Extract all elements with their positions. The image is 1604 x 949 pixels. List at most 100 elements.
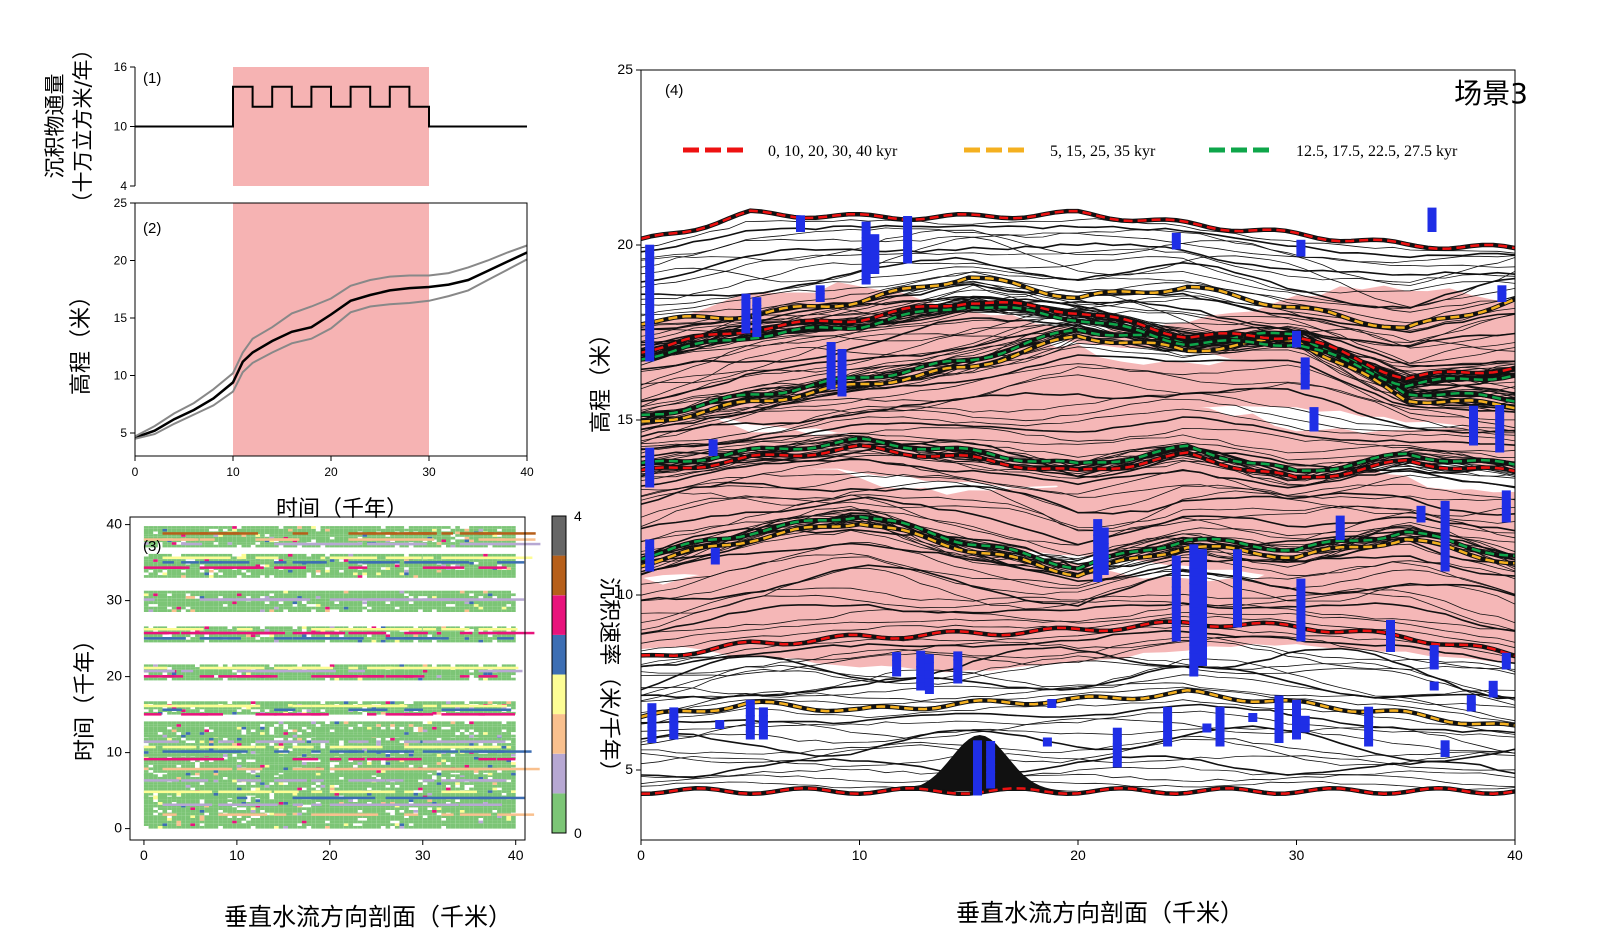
heat-cell [288,823,293,826]
heat-cell [497,807,502,810]
heat-cell [459,770,465,773]
heat-cell [325,792,330,796]
heat-cell [436,596,442,599]
heat-cell [162,802,168,805]
heat-cell [459,672,465,676]
heat-cell [301,626,307,630]
heat-cell [497,790,502,793]
heat-cell [506,593,511,597]
heat-cell [427,743,432,746]
heat-cell [264,784,270,788]
heat-cell [236,764,242,768]
heat-cell [199,740,205,744]
heat-cell [432,756,437,760]
heat-cell [311,748,316,752]
heat-cell [362,724,367,727]
heat-cell [269,672,274,676]
heat-cell [320,774,326,777]
heat-cell [297,787,302,791]
heat-cell [185,709,191,712]
heat-cell [487,799,493,802]
heat-cell [459,743,465,746]
heat-cell [283,606,288,610]
heat-cell [418,751,423,754]
heat-cell [441,787,446,791]
heat-cell [329,664,335,668]
heat-cell [483,593,488,597]
heat-cell [176,677,182,681]
heat-cell [171,634,177,638]
heat-cell [404,596,409,599]
heat-cell [153,724,158,727]
heat-cell [432,812,437,816]
heat-cell [511,721,516,725]
heat-cell [432,787,437,791]
heat-cell [390,634,395,638]
heat-cell [436,825,442,829]
heat-cell [190,664,195,668]
heat-cell [232,726,237,730]
heat-cell [385,812,391,816]
heat-cell [157,795,163,799]
heat-cell [222,748,228,752]
heat-cell [506,639,511,643]
heat-cell [436,606,442,610]
heat-cell [459,737,465,741]
heat-cell [171,776,177,780]
heat-cell [171,818,177,821]
heat-cell [190,818,195,821]
heat-cell [385,724,391,727]
heat-cell [195,604,200,607]
heat-cell [376,721,381,725]
heat-cell [501,745,507,749]
heat-cell [478,823,484,826]
heat-cell [339,825,344,829]
heat-cell [306,820,312,824]
heat-cell [311,677,316,681]
heat-cell [492,701,498,704]
heat-cell [269,745,274,749]
heat-cell [320,823,326,826]
heat-cell [385,604,391,607]
heat-cell [204,774,209,777]
heat-cell [218,726,223,730]
heat-cell [390,818,395,821]
heat-cell [209,590,214,594]
heat-cell [478,706,484,710]
heat-cell [413,604,419,607]
heat-cell [260,795,265,799]
heat-cell [143,706,149,710]
heat-cell [264,776,270,780]
heat-cell [459,726,465,730]
heat-cell [269,772,274,776]
heat-cell [255,782,261,785]
heat-cell [413,772,419,776]
heat-cell [246,815,251,818]
heat-cell [501,675,507,678]
heat-cell [260,721,265,725]
heat-cell [380,601,386,605]
heat-cell [469,756,474,760]
heat-cell [176,726,182,730]
heat-cell [469,706,474,710]
heat-cell [450,677,456,681]
heat-cell [390,804,395,808]
heat-cell [357,726,363,730]
heat-cell [185,825,191,829]
heat-cell [380,764,386,768]
heat-cell [255,629,261,632]
heat-cell [232,734,237,738]
heat-cell [306,751,312,754]
heat-cell [278,701,284,704]
heat-cell [209,825,214,829]
heat-cell [357,799,363,802]
heat-cell [213,762,219,765]
heat-cell [501,639,507,643]
heat-cell [218,779,223,783]
heat-cell [213,677,219,681]
heat-cell [362,721,367,725]
heat-cell [274,606,279,610]
heat-cell [264,667,270,670]
heat-cell [301,734,307,738]
heat-cell [292,677,298,681]
